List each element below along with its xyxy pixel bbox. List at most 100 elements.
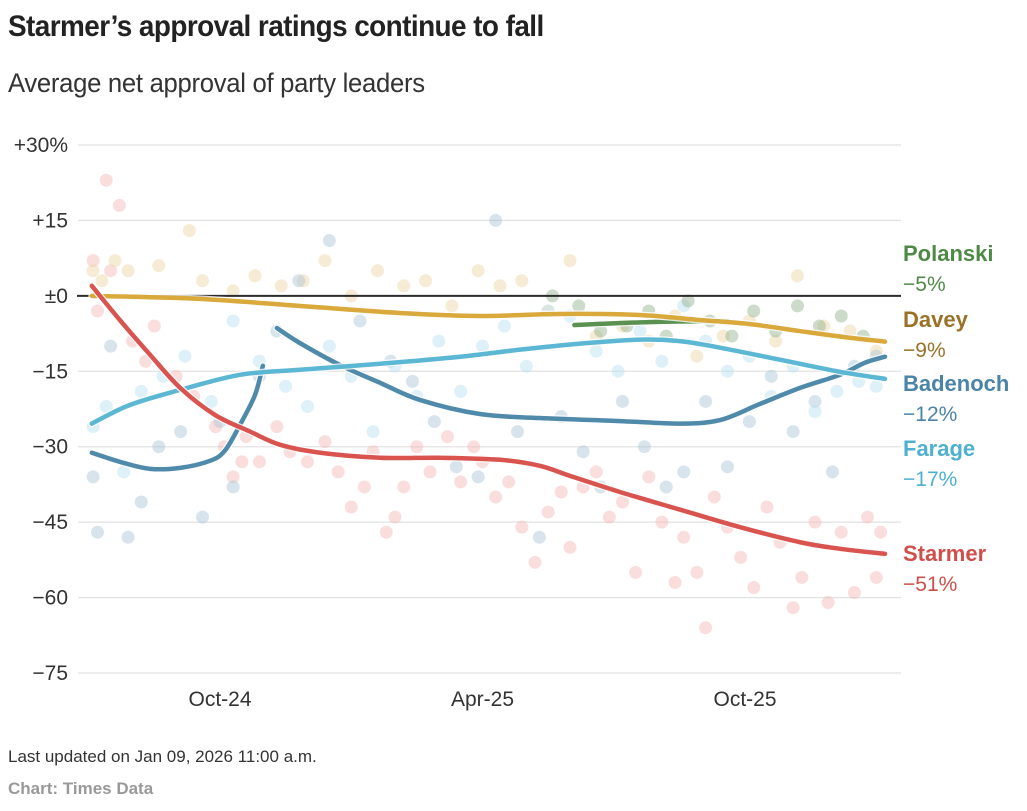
scatter-dot-farage <box>322 339 336 353</box>
scatter-dot-starmer <box>795 570 809 584</box>
scatter-dot-starmer <box>747 581 761 595</box>
scatter-dot-davey <box>248 269 262 283</box>
scatter-dot-starmer <box>397 480 411 494</box>
scatter-dot-badenoch <box>489 213 503 227</box>
y-axis: +30% +15 ±0 −15 −30 −45 −60 −75 <box>14 134 68 685</box>
scatter-dot-badenoch <box>174 425 188 439</box>
scatter-dot-starmer <box>734 550 748 564</box>
y-tick-label: −15 <box>32 360 68 383</box>
scatter-dot-davey <box>493 279 507 293</box>
scatter-dot-davey <box>869 344 883 358</box>
scatter-dot-badenoch <box>511 425 524 439</box>
scatter-dot-starmer <box>515 520 529 534</box>
scatter-dot-starmer <box>629 565 643 579</box>
y-tick-label: ±0 <box>45 285 68 308</box>
scatter-dot-badenoch <box>427 415 441 429</box>
series-value-davey: −9% <box>903 339 946 362</box>
x-tick-label: Apr-25 <box>451 688 514 711</box>
scatter-dot-davey <box>95 274 109 288</box>
series-line-farage <box>89 337 888 426</box>
scatter-dot-starmer <box>467 440 481 454</box>
scatter-dot-starmer <box>388 510 402 524</box>
scatter-dot-starmer <box>760 500 774 514</box>
scatter-dot-badenoch <box>152 440 166 454</box>
scatter-dot-farage <box>134 384 148 398</box>
scatter-dot-farage <box>677 299 691 313</box>
scatter-dot-badenoch <box>576 445 590 459</box>
y-tick-label: +30% <box>14 134 68 157</box>
scatter-dot-badenoch <box>637 440 651 454</box>
scatter-dot-davey <box>445 299 459 313</box>
scatter-dot-starmer <box>869 570 883 584</box>
scatter-dot-farage <box>226 314 240 328</box>
scatter-dot-davey <box>121 264 135 278</box>
x-axis: Oct-24 Apr-25 Oct-25 <box>188 688 776 711</box>
scatter-dot-starmer <box>209 420 223 434</box>
scatter-dot-davey <box>296 274 310 288</box>
scatter-dot-farage <box>869 379 883 393</box>
scatter-dot-davey <box>196 274 209 288</box>
scatter-dot-farage <box>808 405 822 419</box>
series-line-badenoch <box>89 363 266 472</box>
scatter-dot-farage <box>655 354 669 368</box>
scatter-dot-badenoch <box>353 314 367 328</box>
scatter-dot-starmer <box>541 505 555 519</box>
series-value-polanski: −5% <box>903 273 946 296</box>
scatter-dot-starmer <box>252 455 266 469</box>
series-value-farage: −17% <box>903 468 957 491</box>
scatter-dot-starmer <box>344 500 358 514</box>
scatter-dot-badenoch <box>677 465 691 479</box>
scatter-dot-starmer <box>379 525 393 539</box>
scatter-dot-starmer <box>454 475 468 489</box>
scatter-dot-farage <box>99 399 113 413</box>
scatter-dot-badenoch <box>659 480 673 494</box>
scatter-dot-polanski <box>834 309 848 323</box>
scatter-dot-polanski <box>791 299 804 313</box>
scatter-dot-starmer <box>99 173 113 187</box>
scatter-dot-davey <box>791 269 804 283</box>
scatter-dot-starmer <box>554 485 568 499</box>
y-tick-label: −30 <box>32 436 68 459</box>
scatter-dot-starmer <box>874 525 888 539</box>
x-tick-label: Oct-24 <box>188 688 251 711</box>
scatter-dot-davey <box>226 284 240 298</box>
scatter-dot-starmer <box>690 565 704 579</box>
scatter-dot-polanski <box>594 324 608 338</box>
series-labels: Polanski −5% Davey −9% Badenoch −12% Farage −17… <box>903 241 1009 596</box>
scatter-dot-davey <box>397 279 411 293</box>
scatter-dot-starmer <box>423 465 437 479</box>
scatter-dot-davey <box>769 334 783 348</box>
scatter-dot-starmer <box>563 540 577 554</box>
series-label-farage: Farage <box>903 436 975 461</box>
scatter-dot-farage <box>497 319 511 333</box>
scatter-dot-badenoch <box>471 470 485 484</box>
scatter-dot-badenoch <box>91 525 104 539</box>
scatter-dot-starmer <box>331 465 345 479</box>
scatter-dot-badenoch <box>699 394 713 408</box>
y-tick-label: −45 <box>32 511 68 534</box>
chart-source: Chart: Times Data <box>8 779 154 798</box>
scatter-dot-badenoch <box>104 339 118 353</box>
scatter-dot-badenoch <box>721 460 734 474</box>
scatter-dot-davey <box>563 254 577 268</box>
scatter-dot-starmer <box>318 435 332 449</box>
series-line-halo-davey <box>88 292 889 346</box>
scatter-dot-starmer <box>668 575 682 589</box>
scatter-dot-farage <box>301 399 314 413</box>
scatter-dot-farage <box>633 324 647 338</box>
scatter-dot-farage <box>476 339 489 353</box>
series-lines <box>88 282 889 558</box>
scatter-dot-polanski <box>681 294 695 308</box>
scatter-dot-badenoch <box>134 495 148 509</box>
scatter-dot-farage <box>366 425 380 439</box>
scatter-dot-farage <box>519 359 533 373</box>
scatter-dot-farage <box>432 334 446 348</box>
scatter-dot-davey <box>318 254 332 268</box>
scatter-dot-starmer <box>861 510 874 524</box>
scatter-dot-polanski <box>725 329 739 343</box>
scatter-dot-badenoch <box>826 465 839 479</box>
scatter-dot-starmer <box>699 621 713 635</box>
scatter-dot-starmer <box>707 490 721 504</box>
scatter-dot-davey <box>419 274 433 288</box>
